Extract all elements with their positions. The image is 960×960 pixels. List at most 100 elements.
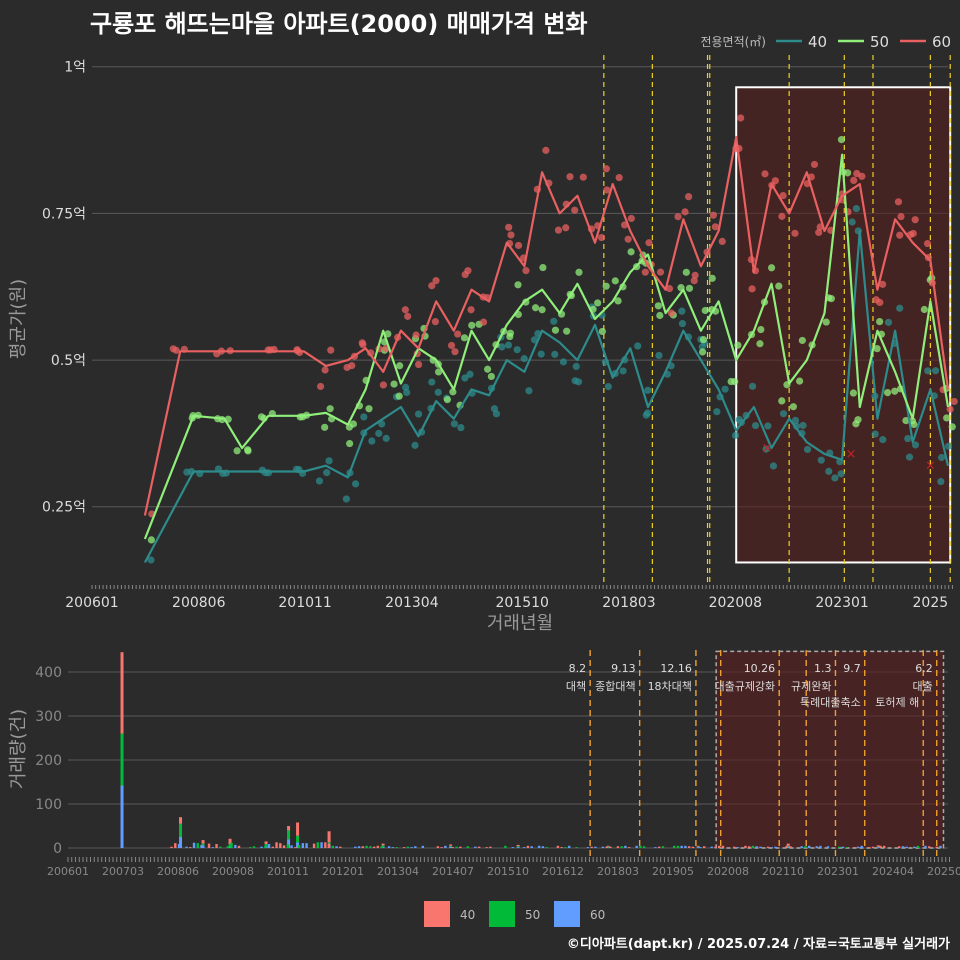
price-point-40	[748, 382, 757, 390]
price-point-50	[365, 405, 373, 413]
volume-bar-50	[179, 823, 183, 837]
volume-x-tick-label: 201612	[542, 865, 584, 878]
price-point-60	[615, 173, 623, 182]
volume-bar-minor	[376, 845, 380, 848]
volume-x-tick-label: 200806	[157, 865, 199, 878]
price-point-40	[644, 386, 652, 394]
volume-bar-minor	[804, 846, 807, 848]
volume-bar-minor	[586, 847, 590, 848]
price-cancel-mark: ×	[845, 447, 856, 462]
price-line-40	[143, 229, 950, 564]
volume-bar-minor	[702, 846, 706, 848]
price-point-60	[709, 211, 718, 219]
price-point-60	[571, 206, 579, 214]
volume-bar-minor	[699, 847, 702, 848]
price-point-50	[731, 377, 739, 386]
volume-bar-minor	[485, 847, 488, 848]
volume-bar-minor	[391, 847, 395, 848]
volume-legend-swatch-50	[489, 901, 515, 927]
price-y-axis-title: 평균가(원)	[8, 279, 29, 359]
volume-bar-minor	[267, 844, 271, 848]
volume-bar-minor	[237, 845, 241, 848]
volume-bar-minor	[474, 846, 477, 848]
price-point-50	[602, 282, 610, 290]
price-point-40	[520, 355, 528, 363]
volume-bar-40	[264, 841, 268, 845]
price-point-40	[837, 470, 845, 478]
price-point-60	[454, 330, 462, 338]
volume-bar-minor	[522, 847, 526, 848]
volume-bar-minor	[354, 846, 357, 848]
volume-legend-swatch-60	[554, 901, 580, 927]
price-point-60	[853, 169, 861, 178]
volume-bar-minor	[609, 846, 612, 848]
price-point-40	[572, 362, 580, 371]
price-point-40	[368, 437, 376, 445]
price-point-50	[147, 536, 155, 544]
price-point-40	[879, 436, 887, 444]
price-x-tick-label: 201011	[278, 595, 331, 611]
price-point-60	[554, 226, 563, 234]
price-point-60	[778, 212, 786, 220]
volume-bar-minor	[672, 845, 676, 848]
volume-x-tick-label: 201510	[487, 865, 529, 878]
volume-bar-minor	[564, 847, 567, 848]
price-x-axis-title: 거래년월	[487, 613, 553, 634]
volume-bar-50	[381, 845, 385, 847]
price-point-60	[923, 239, 932, 248]
price-point-60	[327, 346, 335, 354]
volume-bar-60	[201, 845, 205, 848]
price-point-60	[579, 173, 587, 181]
price-point-60	[656, 268, 665, 276]
price-point-60	[401, 306, 409, 314]
volume-bar-60	[516, 847, 520, 848]
price-point-40	[931, 367, 940, 375]
price-point-50	[233, 447, 241, 455]
volume-bar-minor	[680, 845, 683, 848]
volume-bar-minor	[387, 846, 391, 848]
price-point-40	[937, 453, 946, 462]
price-point-40	[831, 474, 839, 482]
volume-bar-minor	[211, 847, 214, 848]
policy-event-label: 규제완화	[791, 680, 831, 693]
volume-bar-minor	[264, 845, 267, 848]
volume-bar-minor	[200, 844, 203, 848]
policy-event-label: 특례대출축소	[800, 696, 861, 709]
price-point-60	[428, 282, 436, 290]
volume-bar-minor	[605, 846, 608, 848]
volume-bar-60	[120, 785, 124, 848]
price-point-60	[348, 362, 356, 370]
volume-bar-minor	[316, 842, 320, 848]
price-point-40	[644, 409, 652, 417]
price-point-40	[382, 434, 390, 442]
policy-event-label: 토허제 해	[875, 695, 919, 709]
volume-bar-minor	[177, 844, 181, 848]
volume-bar-50	[327, 842, 331, 845]
price-point-60	[761, 170, 769, 178]
price-point-60	[897, 212, 905, 221]
volume-bar-minor	[369, 846, 372, 848]
price-point-50	[789, 403, 797, 411]
price-point-40	[803, 445, 812, 454]
volume-bar-minor	[234, 844, 237, 848]
price-point-50	[449, 388, 457, 396]
volume-bar-minor	[297, 844, 301, 848]
price-point-40	[498, 343, 506, 351]
volume-bar-minor	[537, 845, 541, 848]
volume-y-tick-label: 100	[35, 797, 62, 813]
price-point-50	[699, 336, 708, 344]
price-point-40	[315, 477, 324, 485]
volume-bar-60	[179, 837, 183, 848]
volume-bar-minor	[774, 846, 777, 848]
volume-y-tick-label: 0	[53, 841, 62, 857]
volume-bar-minor	[320, 842, 323, 848]
volume-bar-minor	[853, 847, 856, 848]
price-point-40	[769, 462, 778, 470]
price-point-60	[597, 233, 606, 242]
price-point-40	[678, 307, 686, 315]
policy-date-label: 9.13	[611, 662, 636, 675]
price-point-40	[147, 556, 155, 564]
volume-bar-minor	[913, 846, 916, 848]
volume-bar-minor	[684, 845, 687, 848]
